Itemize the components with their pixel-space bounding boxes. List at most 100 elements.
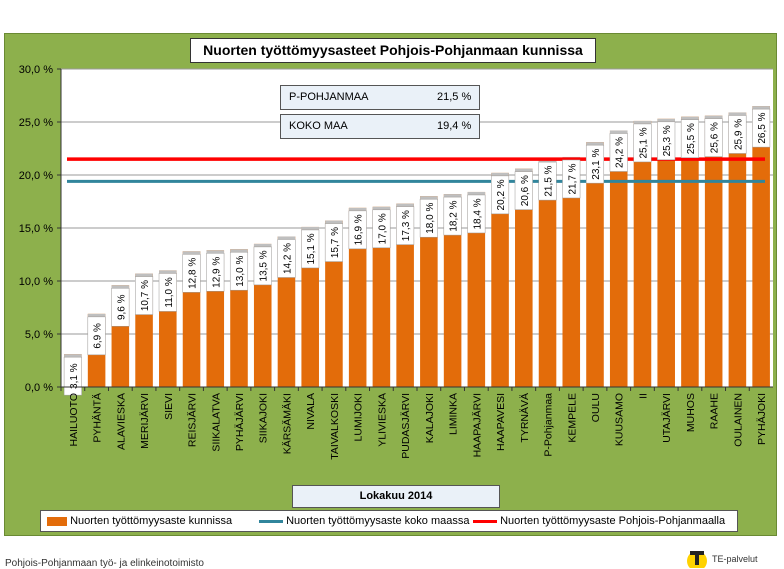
y-tick-label: 0,0 % [25,382,53,394]
footer-organization: Pohjois-Pohjanmaan työ- ja elinkeinotoim… [5,558,204,569]
bar-cap [704,115,723,119]
data-label: 9,6 % [116,294,127,320]
data-label: 18,4 % [472,198,483,229]
info-box-p-pohjanmaa: P-POHJANMAA 21,5 % [280,85,480,110]
data-label-box [728,115,747,154]
data-label: 23,1 % [591,148,602,179]
x-tick-label: TYRNÄVÄ [519,393,531,443]
data-label-box [443,196,462,236]
bar-cap [253,243,272,247]
data-label-box [491,175,510,215]
x-tick-label: MUHOS [685,393,697,432]
data-label-box [585,144,605,184]
y-tick-label: 25,0 % [19,117,53,129]
x-tick-label: LIMINKA [448,393,460,435]
bar-cap [467,191,486,195]
data-label-box [63,356,82,396]
bar-cap [135,273,153,277]
data-label: 10,7 % [140,280,151,311]
data-label-box [419,198,438,238]
data-label-box [229,251,249,291]
x-tick-label: YLIVIESKA [376,393,388,447]
data-label-box [514,171,533,210]
bar [538,159,557,387]
bar-cap [159,270,177,274]
info-box-value: 19,4 % [437,120,472,132]
data-label: 12,9 % [211,257,222,288]
data-label-box [158,273,177,312]
legend-item-bars: Nuorten työttömyysaste kunnissa [47,511,232,531]
data-label: 26,5 % [757,112,768,143]
y-tick-label: 5,0 % [25,329,53,341]
x-tick-label: LUMIJOKI [353,393,365,441]
data-label: 13,5 % [259,250,270,281]
bar-cap [396,203,414,207]
data-label: 21,7 % [567,163,578,194]
data-label: 14,2 % [282,243,293,274]
data-label: 21,5 % [544,165,555,196]
data-label-box [324,223,343,262]
data-label: 25,1 % [638,127,649,158]
data-label: 16,9 % [354,214,365,245]
y-tick-label: 15,0 % [19,223,53,235]
data-label-box [206,253,225,292]
x-tick-label: KÄRSÄMÄKI [281,393,293,454]
info-box-value: 21,5 % [437,91,472,103]
data-label: 17,0 % [377,213,388,244]
data-label-box [704,118,723,157]
bar [443,194,462,387]
bar [491,172,509,387]
data-label-box [372,209,391,249]
bar-cap [325,220,343,224]
data-label-box [396,206,415,245]
x-tick-label: PYHÄJÄRVI [234,393,246,451]
footer-logo: TE-palvelut [684,546,780,568]
bar [752,106,770,387]
chart-title: Nuorten työttömyysasteet Pohjois-Pohjanm… [190,38,596,63]
bar [633,120,652,387]
data-label-box [467,194,486,234]
bar [467,191,486,387]
bar-cap [443,194,462,198]
bar [420,196,438,387]
data-label-box [277,239,296,278]
x-tick-label: REISJÄRVI [187,393,199,447]
y-tick-label: 20,0 % [19,170,53,182]
data-label: 15,7 % [330,227,341,258]
data-label: 18,2 % [449,200,460,231]
bar [704,115,723,387]
bar-cap [348,207,367,211]
bar-cap [277,236,296,240]
info-box-koko-maa: KOKO MAA 19,4 % [280,114,480,139]
bar-cap [681,116,699,120]
bar-cap [64,354,82,358]
x-tick-label: HAAPAVESI [495,393,507,451]
legend-label: Nuorten työttömyysaste koko maassa [286,515,470,527]
bar-cap [491,172,509,176]
info-box-label: KOKO MAA [289,120,348,132]
legend-swatch-line-icon [473,519,497,523]
data-label-box [111,287,130,327]
x-tick-label: SIEVI [163,393,175,420]
data-label-box [538,161,557,201]
x-tick-label: UTAJÄRVI [661,393,673,443]
data-label-box [135,276,154,315]
logo-text: TE-palvelut [712,554,758,564]
bar-cap [182,251,201,255]
te-palvelut-logo-icon [687,551,707,568]
data-label: 17,3 % [401,210,412,241]
x-tick-label: OULU [590,393,602,422]
data-label: 20,6 % [520,175,531,206]
data-label: 25,3 % [662,125,673,156]
data-label: 20,2 % [496,179,507,210]
x-tick-label: II [637,393,649,399]
data-label: 25,9 % [733,119,744,150]
data-label: 3,1 % [69,363,80,389]
data-label-box [609,133,628,172]
data-label: 18,0 % [425,203,436,234]
x-tick-label: KALAJOKI [424,393,436,443]
chart-area: 3,1 % 6,9 % 9,6 % 10,7 % 11,0 % 12,8 % 12,9 % 1… [4,33,777,536]
x-tick-label: SIIKALATVA [210,393,222,452]
bar-cap [230,249,248,253]
bar-cap [728,112,747,116]
